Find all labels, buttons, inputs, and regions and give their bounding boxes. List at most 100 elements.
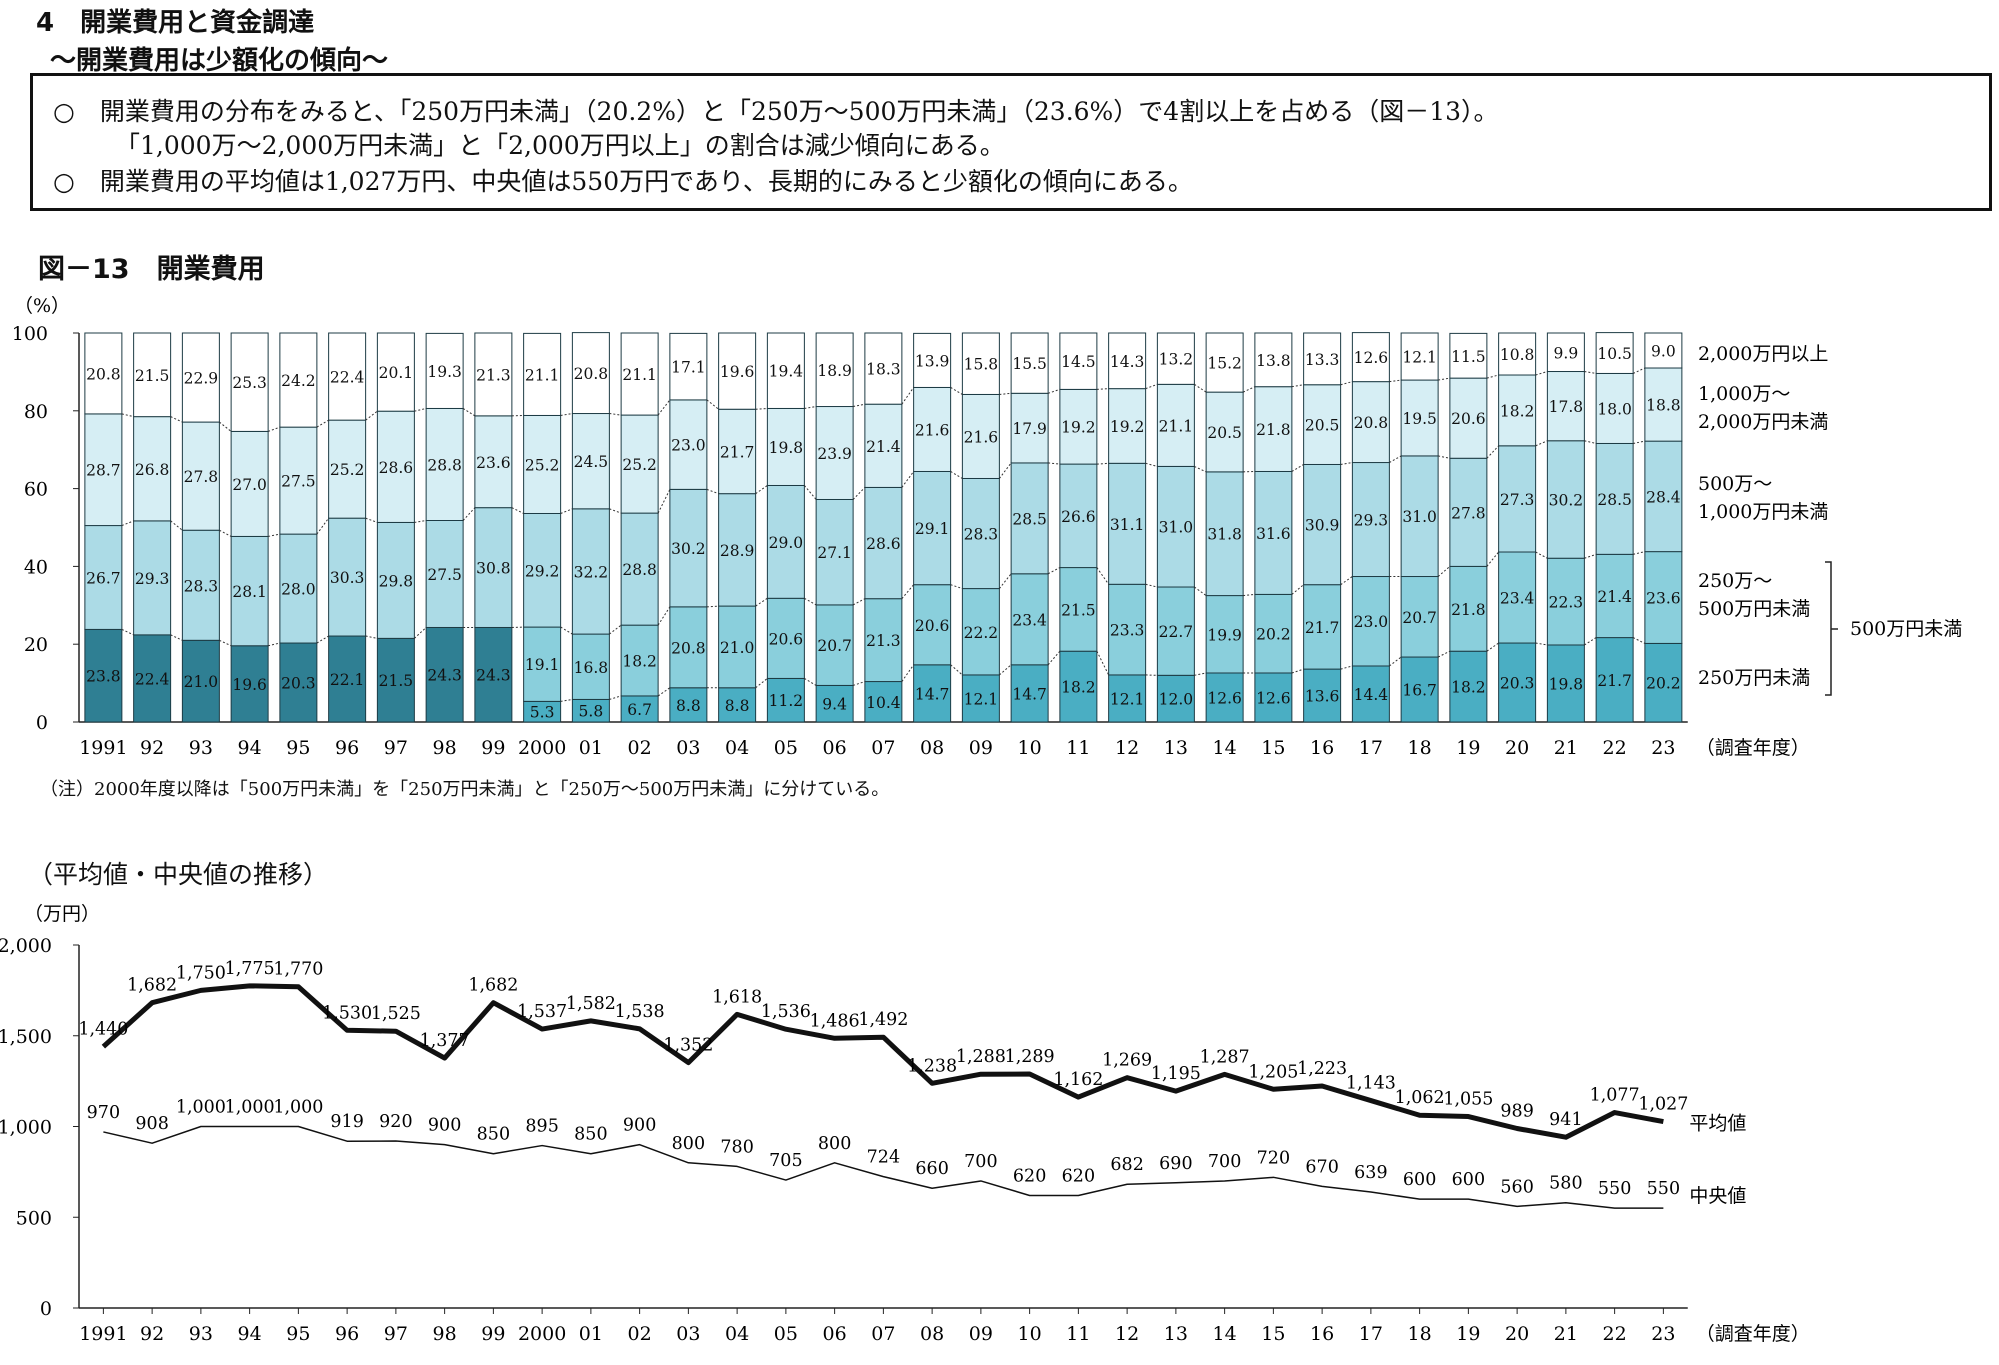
bar-connector <box>998 462 1012 479</box>
bar-x-tick-label: 03 <box>676 737 700 759</box>
bar-segment <box>523 626 562 702</box>
bar-x-tick-label: 23 <box>1651 737 1675 759</box>
bar-value-label: 21.7 <box>1305 619 1340 637</box>
bar-value-label: 17.1 <box>671 359 706 377</box>
bar-connector <box>1584 371 1597 374</box>
bar-x-tick-label: 2000 <box>518 737 566 759</box>
bar-segment <box>328 517 367 637</box>
bar-segment <box>1351 332 1390 383</box>
bar-value-label: 5.3 <box>530 704 555 722</box>
bar-connector <box>219 529 232 537</box>
bar-segment <box>279 332 318 428</box>
line-x-tick-label: 05 <box>774 1323 798 1345</box>
bar-value-label: 20.6 <box>769 630 804 648</box>
bar-segment <box>1400 332 1439 381</box>
bar-connector <box>755 597 768 607</box>
bar-value-label: 12.1 <box>964 690 999 708</box>
line-value-label: 600 <box>1403 1170 1436 1190</box>
bar-x-tick-label: 17 <box>1359 737 1383 759</box>
line-value-label: 1,055 <box>1443 1090 1493 1110</box>
bar-value-label: 14.3 <box>1110 353 1145 371</box>
line-value-label: 1,582 <box>566 994 616 1014</box>
bar-value-label: 29.1 <box>915 520 950 538</box>
bar-segment <box>718 687 757 723</box>
bar-segment <box>1059 567 1098 652</box>
bar-x-tick-label: 11 <box>1066 737 1090 759</box>
bar-value-label: 17.9 <box>1012 420 1047 438</box>
bar-segment <box>620 695 659 723</box>
line-x-tick-label: 11 <box>1066 1323 1090 1345</box>
bar-connector <box>1291 384 1304 388</box>
bar-value-label: 14.7 <box>915 685 950 703</box>
bar-y-tick-label: 60 <box>24 479 48 501</box>
bar-connector <box>1340 665 1353 670</box>
bar-segment <box>1059 463 1098 569</box>
bar-segment <box>815 684 854 723</box>
bar-value-label: 22.9 <box>184 370 219 388</box>
bar-connector <box>1535 440 1548 447</box>
line-value-label: 1,288 <box>956 1047 1006 1067</box>
bar-value-label: 23.9 <box>817 445 852 463</box>
line-x-tick-label: 2000 <box>518 1323 566 1345</box>
bar-value-label: 13.8 <box>1256 352 1291 370</box>
bar-value-label: 22.4 <box>135 670 170 688</box>
bar-value-label: 18.2 <box>622 653 657 671</box>
bar-segment <box>669 488 708 608</box>
line-x-tick-label: 18 <box>1408 1323 1432 1345</box>
bar-y-tick-label: 20 <box>24 634 48 656</box>
bar-connector <box>219 639 232 647</box>
bar-connector <box>121 628 134 636</box>
line-y-tick-label: 1,500 <box>0 1026 52 1048</box>
stacked-bar-chart: （%）02040608010023.826.728.720.8199122.42… <box>12 295 1963 759</box>
bar-value-label: 19.2 <box>1110 418 1145 436</box>
line-value-label: 724 <box>867 1148 900 1168</box>
bar-x-tick-label: 99 <box>481 737 505 759</box>
bar-connector <box>852 598 866 606</box>
bar-value-label: 15.8 <box>964 356 999 374</box>
bar-value-label: 13.6 <box>1305 688 1340 706</box>
bar-x-tick-label: 18 <box>1408 737 1432 759</box>
line-value-label: 908 <box>135 1114 168 1134</box>
line-value-label: 550 <box>1598 1179 1631 1199</box>
bar-value-label: 21.5 <box>379 672 414 690</box>
bar-value-label: 13.9 <box>915 352 950 370</box>
line-value-label: 1,077 <box>1590 1086 1640 1106</box>
bar-connector <box>1242 386 1256 393</box>
median-line <box>103 1125 1664 1209</box>
bar-connector <box>755 678 768 689</box>
bar-segment <box>474 332 513 417</box>
bar-connector <box>657 399 671 416</box>
bar-value-label: 19.8 <box>1549 675 1584 693</box>
bar-connector <box>1340 381 1353 386</box>
bar-value-label: 28.6 <box>379 459 414 477</box>
line-value-label: 850 <box>477 1125 510 1145</box>
bar-segment <box>669 606 708 689</box>
bar-connector <box>1535 371 1548 376</box>
bar-value-label: 27.5 <box>427 566 462 584</box>
bar-segment <box>279 426 318 535</box>
bar-value-label: 18.2 <box>1451 679 1486 697</box>
bar-segment <box>1059 332 1098 390</box>
bar-segment <box>133 332 172 418</box>
bar-connector <box>219 421 232 432</box>
line-x-tick-label: 14 <box>1213 1323 1237 1345</box>
bar-value-label: 28.5 <box>1012 510 1047 528</box>
bar-segment <box>376 637 415 723</box>
bar-value-label: 25.2 <box>525 456 560 474</box>
bar-value-label: 21.3 <box>866 632 901 650</box>
bar-value-label: 26.8 <box>135 461 170 479</box>
line-value-label: 580 <box>1549 1174 1582 1194</box>
bar-value-label: 12.1 <box>1110 690 1145 708</box>
bar-segment <box>474 626 513 723</box>
bar-segment <box>376 410 415 523</box>
bar-segment <box>1205 672 1244 723</box>
bar-value-label: 22.2 <box>964 624 999 642</box>
bar-segment <box>181 529 220 641</box>
line-value-label: 1,000 <box>225 1098 275 1118</box>
bar-connector <box>755 485 768 495</box>
bar-value-label: 12.6 <box>1207 689 1242 707</box>
legend-group-bracket <box>1825 561 1838 696</box>
bar-x-tick-label: 22 <box>1603 737 1627 759</box>
bar-segment <box>815 406 854 500</box>
legend-10m-20m-line1: 1,000万～ <box>1698 383 1790 405</box>
